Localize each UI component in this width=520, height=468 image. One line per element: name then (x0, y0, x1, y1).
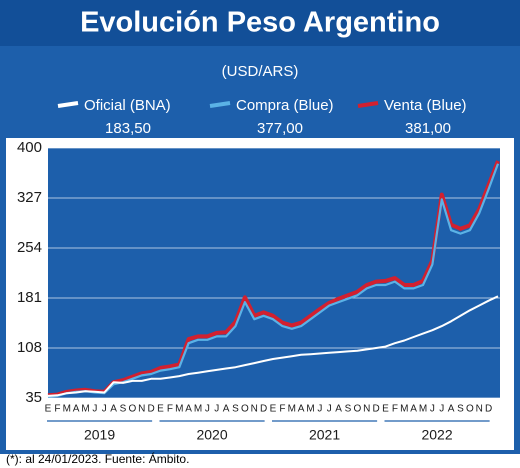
x-tick-label: J (205, 404, 210, 415)
legend-label: Oficial (BNA) (84, 97, 171, 114)
x-tick-label: S (345, 404, 352, 415)
x-tick-label: N (363, 404, 370, 415)
year-label: 2022 (421, 427, 452, 443)
x-tick-label: M (63, 404, 71, 415)
x-tick-label: A (73, 404, 80, 415)
x-tick-label: J (327, 404, 332, 415)
y-tick-label: 108 (17, 339, 42, 356)
x-tick-label: D (148, 404, 155, 415)
x-tick-label: M (419, 404, 427, 415)
x-tick-label: A (448, 404, 455, 415)
x-tick-label: F (167, 404, 173, 415)
legend-label: Compra (Blue) (236, 97, 334, 114)
x-tick-label: M (306, 404, 314, 415)
y-tick-label: 327 (17, 189, 42, 206)
x-tick-label: O (353, 404, 361, 415)
year-label: 2020 (196, 427, 227, 443)
subtitle: (USD/ARS) (222, 63, 299, 80)
x-tick-label: A (298, 404, 305, 415)
x-tick-label: N (251, 404, 258, 415)
x-tick-label: S (120, 404, 127, 415)
x-tick-label: E (382, 404, 389, 415)
x-tick-label: A (110, 404, 117, 415)
x-tick-label: F (54, 404, 60, 415)
x-tick-label: M (400, 404, 408, 415)
x-tick-label: J (102, 404, 107, 415)
x-tick-label: E (45, 404, 52, 415)
year-label: 2019 (84, 427, 115, 443)
x-tick-label: A (223, 404, 230, 415)
x-tick-label: O (128, 404, 136, 415)
x-tick-label: S (232, 404, 239, 415)
x-tick-label: S (457, 404, 464, 415)
legend-value: 183,50 (105, 120, 151, 137)
x-tick-label: M (175, 404, 183, 415)
x-tick-label: M (81, 404, 89, 415)
x-tick-label: A (185, 404, 192, 415)
x-tick-label: J (317, 404, 322, 415)
series-line (47, 160, 500, 398)
legend-value: 377,00 (257, 120, 303, 137)
legend-label: Venta (Blue) (384, 97, 467, 114)
x-tick-label: J (430, 404, 435, 415)
x-tick-label: A (410, 404, 417, 415)
legend-swatch (57, 101, 79, 108)
x-tick-label: E (270, 404, 277, 415)
x-tick-label: D (485, 404, 492, 415)
plot-area (48, 148, 500, 398)
legend-swatch (209, 101, 231, 108)
x-tick-label: O (466, 404, 474, 415)
x-tick-label: N (138, 404, 145, 415)
x-tick-label: F (392, 404, 398, 415)
title-bar (0, 0, 520, 46)
x-tick-label: E (157, 404, 164, 415)
y-tick-label: 35 (25, 389, 42, 406)
x-tick-label: M (288, 404, 296, 415)
footnote: (*): al 24/01/2023. Fuente: Ámbito. (6, 451, 189, 466)
x-tick-label: A (335, 404, 342, 415)
x-tick-label: N (476, 404, 483, 415)
series-line (47, 295, 499, 397)
x-tick-label: J (214, 404, 219, 415)
chart-title: Evolución Peso Argentino (80, 7, 440, 39)
x-tick-label: D (373, 404, 380, 415)
x-tick-label: F (279, 404, 285, 415)
x-tick-label: J (92, 404, 97, 415)
y-tick-label: 254 (17, 239, 42, 256)
x-tick-label: D (260, 404, 267, 415)
x-tick-label: M (194, 404, 202, 415)
y-tick-label: 181 (17, 289, 42, 306)
x-tick-label: O (241, 404, 249, 415)
y-tick-label: 400 (17, 139, 42, 156)
year-label: 2021 (309, 427, 340, 443)
legend-value: 381,00 (405, 120, 451, 137)
legend-swatch (357, 101, 379, 108)
x-tick-label: J (439, 404, 444, 415)
